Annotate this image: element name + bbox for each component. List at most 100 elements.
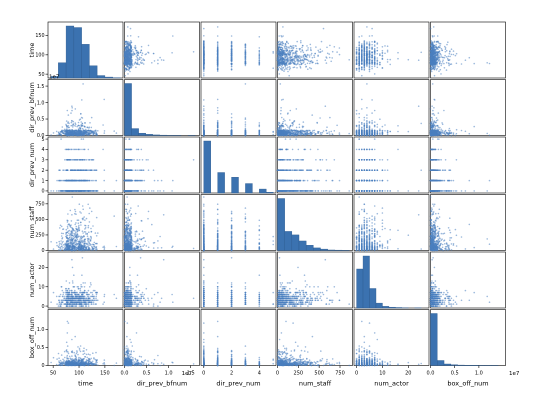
scatter-point xyxy=(216,26,219,28)
scatter-point xyxy=(436,61,439,64)
scatter-point xyxy=(216,54,219,57)
scatter-point xyxy=(139,51,142,54)
scatter-point xyxy=(473,62,476,65)
scatter-point xyxy=(203,74,205,77)
scatter-point xyxy=(93,130,96,132)
scatter-point xyxy=(230,57,233,60)
scatter-point xyxy=(289,63,291,65)
scatter-point xyxy=(452,53,455,56)
scatter-point xyxy=(300,40,302,42)
scatter-point xyxy=(386,51,389,53)
scatter-point xyxy=(309,67,311,69)
scatter-point xyxy=(309,47,312,49)
scatter-point xyxy=(140,56,142,59)
scatter-point xyxy=(430,51,433,54)
scatter-point xyxy=(291,134,294,137)
scatter-point xyxy=(338,134,341,136)
scatter-point xyxy=(287,42,290,45)
scatter-point xyxy=(95,130,97,133)
scatter-point xyxy=(286,49,289,52)
scatter-point xyxy=(230,133,233,135)
scatter-point xyxy=(60,131,62,133)
scatter-point xyxy=(300,41,302,44)
scatter-point xyxy=(283,60,286,63)
scatter-point xyxy=(449,63,452,66)
scatter-point xyxy=(281,59,284,61)
scatter-point xyxy=(72,132,74,135)
scatter-point xyxy=(442,56,444,59)
scatter-point xyxy=(314,132,317,135)
scatter-point xyxy=(68,130,70,133)
scatter-point xyxy=(281,41,283,43)
scatter-point xyxy=(302,51,305,54)
scatter-point xyxy=(303,59,306,61)
scatter-point xyxy=(434,67,437,69)
scatter-point xyxy=(289,119,291,121)
scatter-point xyxy=(295,45,297,47)
scatter-point xyxy=(358,57,361,59)
scatter-point xyxy=(125,41,128,43)
y-axis-label: time xyxy=(28,43,36,58)
scatter-point xyxy=(203,73,205,75)
scatter-point xyxy=(376,62,379,65)
scatter-point xyxy=(296,133,299,135)
scatter-point xyxy=(289,125,292,127)
scatter-point xyxy=(56,134,58,136)
scatter-point xyxy=(309,134,312,137)
scatter-point xyxy=(441,61,444,63)
scatter-point xyxy=(258,47,261,49)
hist-bar xyxy=(58,62,67,79)
scatter-point xyxy=(313,131,315,134)
scatter-point xyxy=(366,45,368,48)
scatter-point xyxy=(282,120,285,123)
scatter-point xyxy=(230,49,233,51)
scatter-point xyxy=(315,46,317,48)
scatter-point xyxy=(128,47,130,50)
scatter-point xyxy=(329,116,331,119)
scatter-point xyxy=(300,51,302,53)
scatter-point xyxy=(67,121,70,123)
scatter-point xyxy=(368,45,371,47)
scatter-point xyxy=(431,35,434,37)
scatter-point xyxy=(296,58,299,61)
scatter-point xyxy=(384,52,386,55)
scatter-point xyxy=(371,35,373,37)
scatter-point xyxy=(293,63,296,65)
scatter-point xyxy=(203,47,205,50)
scatter-point xyxy=(368,60,371,63)
scatter-point xyxy=(432,67,435,70)
panel-frame xyxy=(353,79,430,136)
scatter-point xyxy=(440,64,443,67)
scatter-point xyxy=(280,46,283,49)
scatter-point xyxy=(132,54,134,57)
scatter-point xyxy=(281,62,284,65)
scatter-point xyxy=(272,131,275,133)
scatter-point xyxy=(329,44,331,47)
scatter-point xyxy=(371,41,373,43)
scatter-point xyxy=(58,133,60,136)
scatter-point xyxy=(289,49,291,52)
scatter-point xyxy=(124,70,126,72)
scatter-point xyxy=(368,66,371,68)
scatter-point xyxy=(124,43,126,46)
scatter-point xyxy=(317,49,320,52)
scatter-point xyxy=(89,132,91,135)
scatter-point xyxy=(435,51,438,54)
scatter-point xyxy=(326,57,328,59)
scatter-point xyxy=(464,59,467,61)
hist-bar xyxy=(65,25,75,79)
scatter-point xyxy=(436,63,438,65)
scatter-point xyxy=(281,122,284,125)
scatter-point xyxy=(258,36,261,38)
scatter-point xyxy=(230,131,233,133)
scatter-point xyxy=(62,132,65,135)
scatter-point xyxy=(432,52,434,55)
scatter-point xyxy=(230,53,233,56)
scatter-point xyxy=(361,63,363,65)
scatter-point xyxy=(452,50,455,52)
scatter-point xyxy=(296,40,299,43)
scatter-point xyxy=(389,58,392,61)
scatter-point xyxy=(432,43,434,46)
scatter-point xyxy=(358,112,361,115)
scatter-point xyxy=(434,57,436,60)
